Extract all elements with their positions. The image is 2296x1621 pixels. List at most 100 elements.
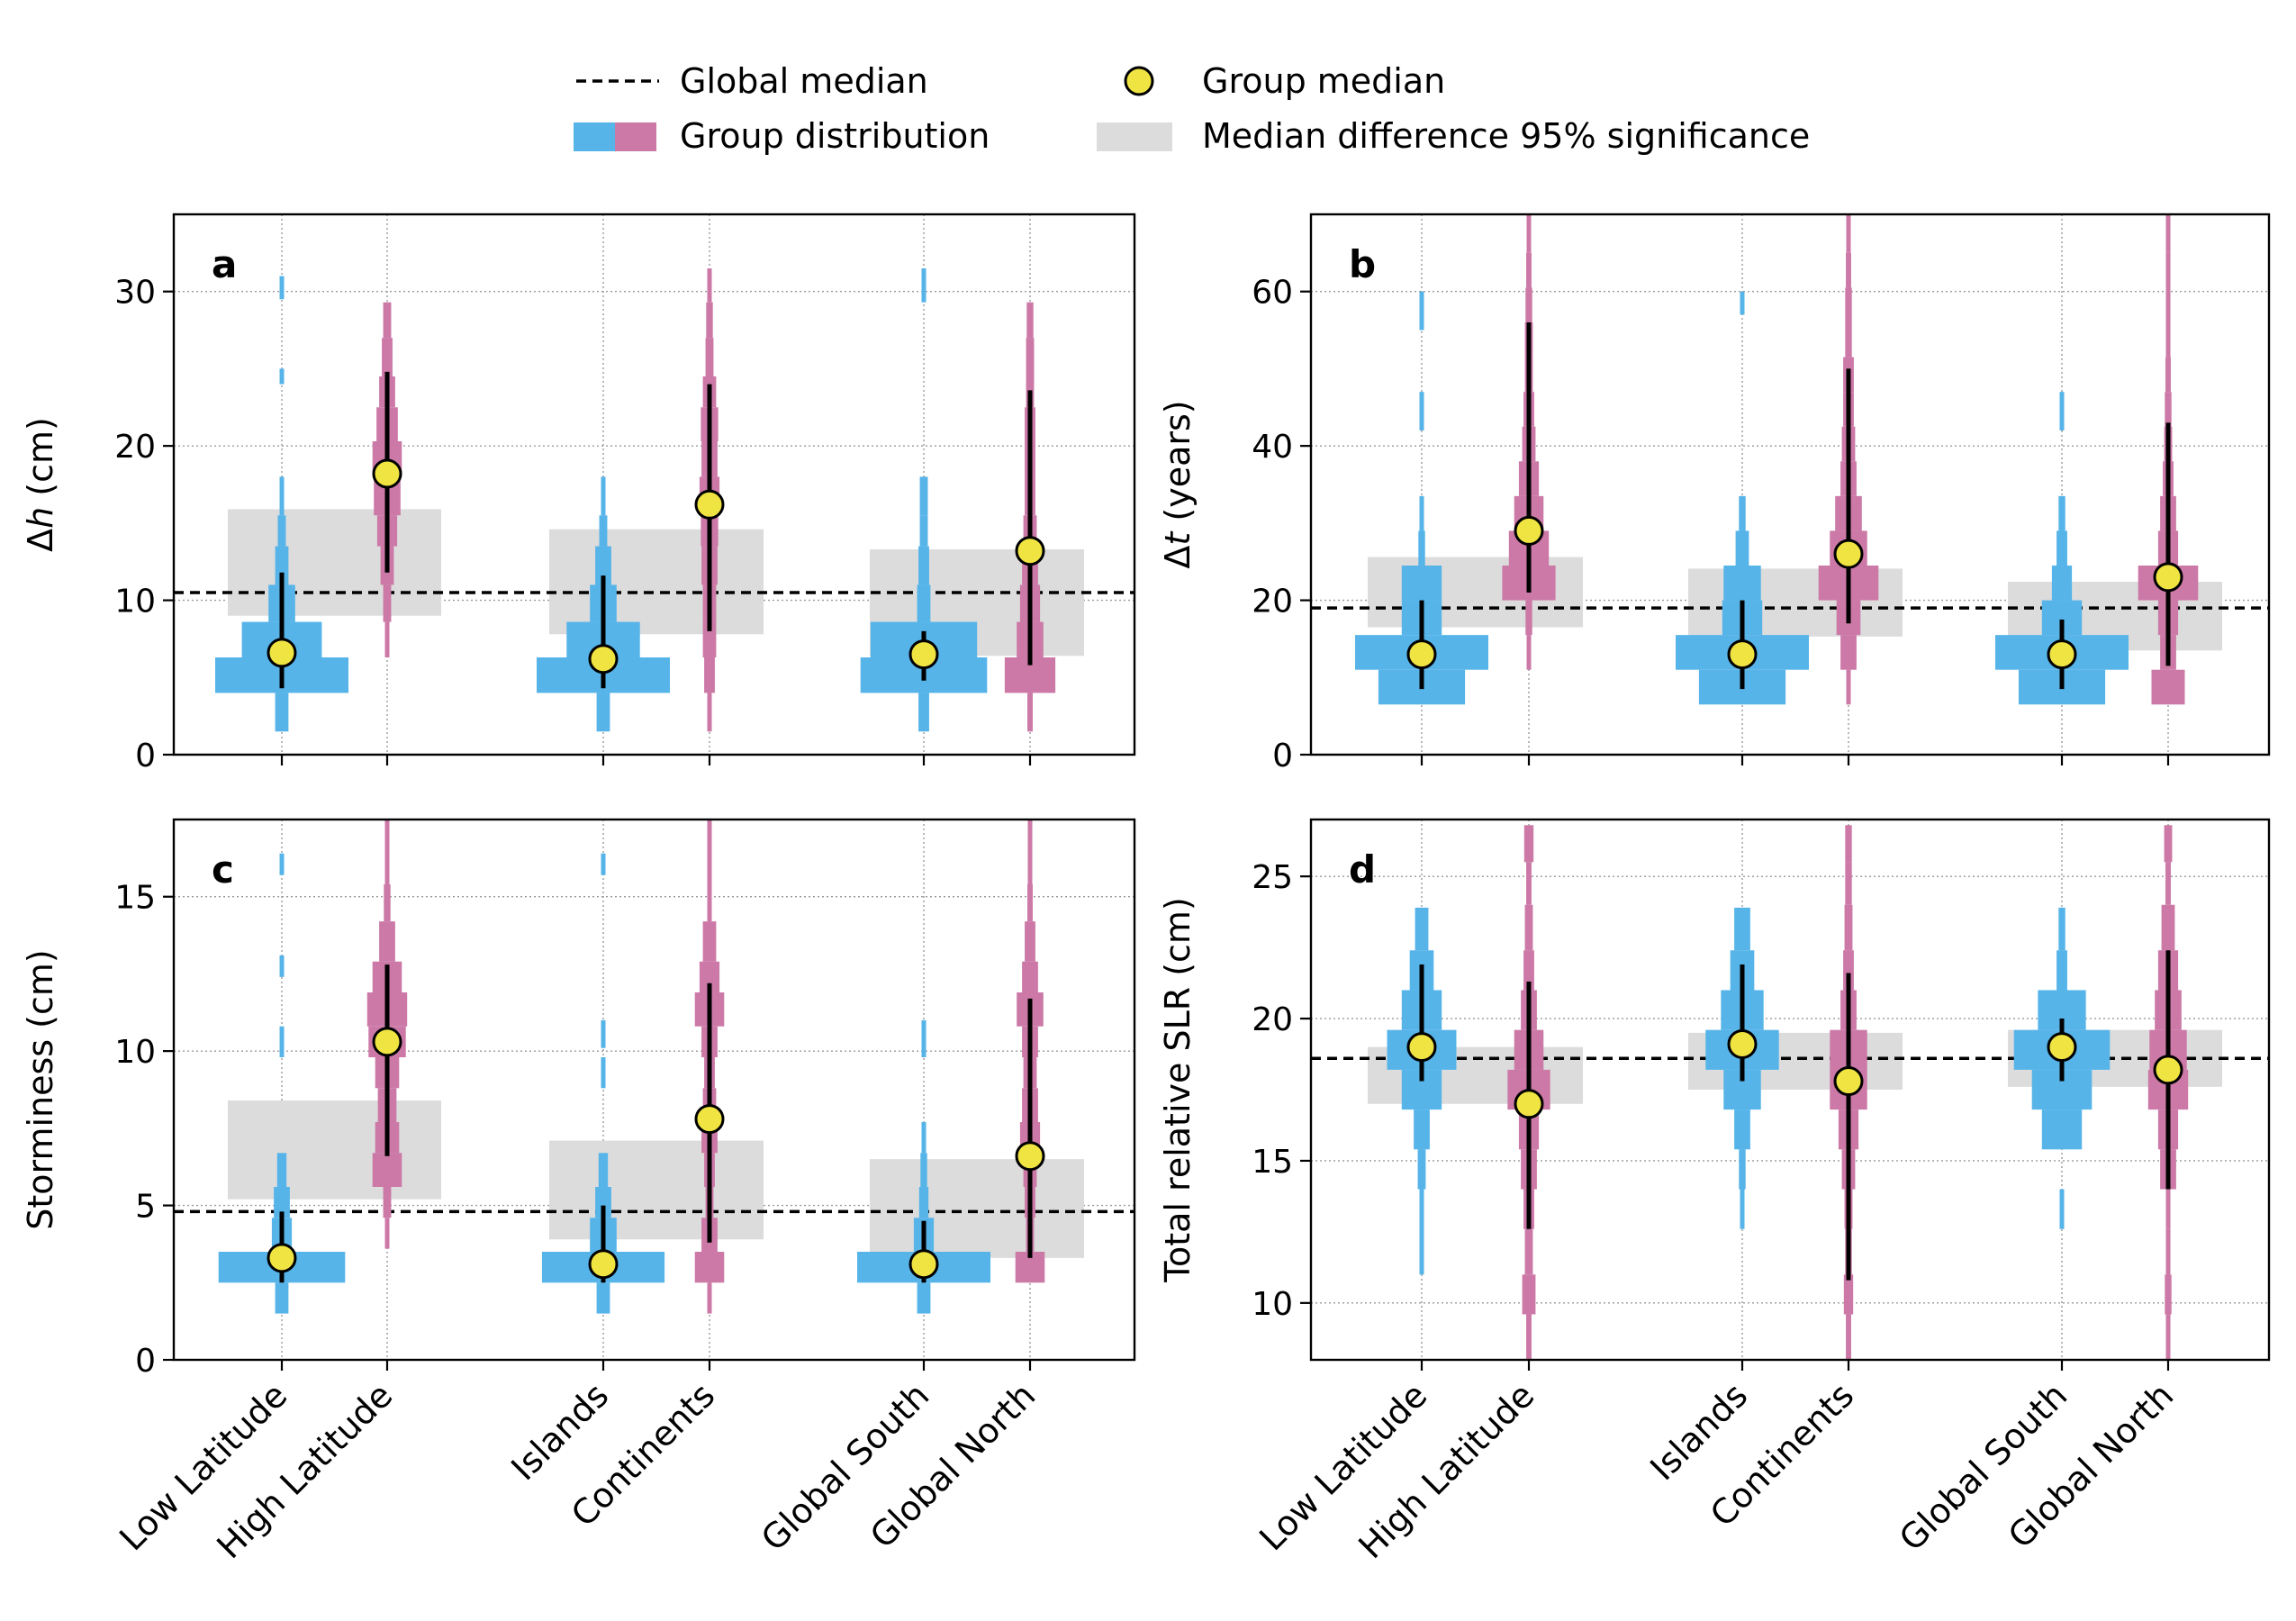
histogram-bin [918, 546, 929, 585]
histogram-bin [2165, 1228, 2171, 1275]
significance-box [549, 529, 764, 635]
significance-box [228, 509, 441, 616]
histogram-bin [384, 820, 390, 884]
panel-b: 0 20 40 60 b Δt (years) [1158, 213, 2271, 774]
group-median-point [2047, 639, 2077, 670]
significance-box [870, 1159, 1084, 1258]
histogram-bin [1526, 1314, 1532, 1360]
histogram-bin [384, 884, 391, 922]
histogram-bin [279, 368, 285, 385]
panel-a: 0 10 20 30 a Δh (cm) [21, 213, 1136, 774]
histogram-bin [1026, 302, 1034, 339]
histogram-bin [1525, 600, 1532, 636]
legend-significance-label: Median difference 95% significance [1202, 116, 1810, 156]
histogram-bin [379, 921, 395, 962]
histogram-bin [2165, 392, 2172, 427]
panel-letter: a [212, 242, 237, 286]
histogram-bin [1523, 950, 1534, 991]
group-median-point [908, 639, 939, 670]
histogram-bin [1845, 322, 1852, 358]
histogram-bin [1846, 214, 1851, 253]
group-median-point [908, 1249, 939, 1280]
group-median-point [2153, 1055, 2183, 1085]
histogram-bin [601, 853, 606, 875]
histogram-bin [1526, 214, 1532, 253]
group-median-point [1833, 1066, 1864, 1097]
histogram-bin [1844, 904, 1853, 951]
histogram-bin [921, 1122, 927, 1154]
axes-frame [1309, 818, 2271, 1362]
histogram-bin [383, 302, 392, 339]
histogram-bin [1415, 907, 1429, 951]
histogram-bin [1840, 635, 1857, 670]
axes-frame [172, 213, 1136, 756]
histogram-bin [1845, 862, 1852, 905]
y-axis-label: Storminess (cm) [21, 949, 60, 1230]
histogram-bin [1845, 825, 1852, 863]
significance-box [549, 1140, 764, 1240]
histogram-bin [1025, 921, 1035, 962]
histogram-bin [1022, 961, 1038, 992]
legend-group-median-swatch [1124, 66, 1154, 96]
panel-letter: c [212, 847, 234, 892]
group-median-point [372, 1027, 402, 1057]
histogram-bin [275, 546, 289, 585]
y-tick-label: 0 [1272, 738, 1293, 774]
histogram-bin [2165, 322, 2171, 358]
histogram-bin [1418, 530, 1425, 566]
legend-significance-swatch [1097, 122, 1172, 151]
histogram-bin [2059, 392, 2065, 430]
histogram-bin [705, 338, 714, 376]
histogram-bin [596, 693, 610, 732]
histogram-bin [2056, 950, 2067, 991]
histogram-bin [595, 546, 611, 585]
y-tick-label: 20 [114, 429, 156, 466]
histogram-bin [1740, 291, 1745, 315]
legend: Global median Group median Group distrib… [574, 61, 1810, 156]
histogram-bin [384, 621, 390, 657]
legend-group-median-label: Group median [1202, 61, 1445, 101]
group-median-point [1727, 1028, 1758, 1059]
y-tick-label: 25 [1252, 859, 1293, 896]
histogram-bin [598, 1153, 609, 1187]
histogram-bin [1846, 1314, 1851, 1360]
histogram-bin [1845, 287, 1852, 322]
histogram-bin [1526, 252, 1532, 288]
histogram-bin [2058, 907, 2065, 951]
histogram-bin [275, 693, 289, 732]
histogram-bin [1723, 566, 1761, 601]
y-tick-label: 60 [1252, 275, 1293, 312]
histogram-bin [2165, 1189, 2171, 1229]
axes-frame [1309, 213, 2271, 756]
group-median-point [267, 638, 297, 668]
histogram-bin [2056, 530, 2067, 566]
histogram-bin [919, 515, 928, 547]
y-axis-label: Total relative SLR (cm) [1158, 897, 1198, 1283]
histogram-bin [383, 584, 392, 622]
legend-distribution-swatch-high [615, 122, 656, 151]
histogram-bin [1027, 884, 1033, 922]
histogram-bin [1739, 1149, 1746, 1190]
histogram-bin [2059, 1189, 2065, 1229]
histogram-bin [1414, 1109, 1430, 1150]
legend-distribution-swatch-low [574, 122, 615, 151]
y-tick-label: 30 [114, 275, 156, 312]
histogram-bin [276, 1153, 287, 1187]
histogram-bin [1735, 530, 1749, 566]
histogram-bin [1843, 950, 1854, 991]
histogram-bin [918, 693, 929, 732]
group-median-point [694, 1104, 725, 1135]
y-tick-label: 10 [1252, 1286, 1293, 1323]
histogram-bin [1419, 392, 1424, 430]
group-median-point [1406, 1032, 1437, 1063]
y-tick-label: 15 [1252, 1144, 1293, 1181]
group-median-point [588, 644, 619, 675]
histogram-bin [2161, 904, 2175, 951]
histogram-bin [599, 515, 608, 547]
histogram-bin [2165, 862, 2171, 905]
histogram-bin [595, 1187, 611, 1218]
